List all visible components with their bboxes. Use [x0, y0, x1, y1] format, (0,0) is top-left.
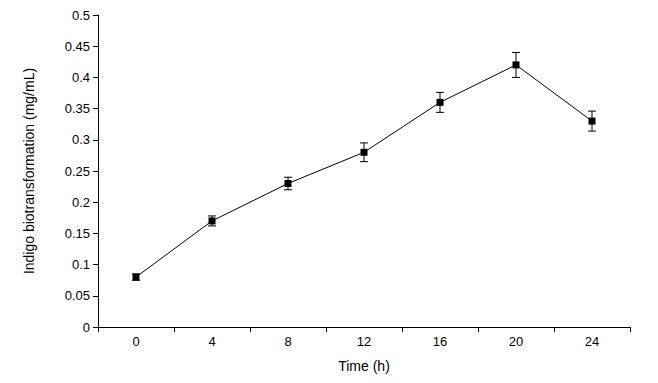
- svg-text:4: 4: [208, 334, 215, 349]
- svg-text:24: 24: [585, 334, 599, 349]
- svg-text:0.35: 0.35: [65, 101, 90, 116]
- svg-text:20: 20: [509, 334, 523, 349]
- svg-text:8: 8: [284, 334, 291, 349]
- svg-text:0.45: 0.45: [65, 39, 90, 54]
- svg-text:0.25: 0.25: [65, 164, 90, 179]
- svg-text:0: 0: [83, 320, 90, 335]
- svg-text:0.1: 0.1: [72, 257, 90, 272]
- svg-text:0.4: 0.4: [72, 70, 90, 85]
- svg-text:0: 0: [132, 334, 139, 349]
- svg-text:0.2: 0.2: [72, 195, 90, 210]
- svg-text:Time (h): Time (h): [338, 358, 390, 374]
- svg-text:0.15: 0.15: [65, 226, 90, 241]
- svg-text:0.05: 0.05: [65, 288, 90, 303]
- svg-text:Indigo biotransformation (mg/m: Indigo biotransformation (mg/mL): [21, 68, 37, 274]
- svg-text:12: 12: [357, 334, 371, 349]
- svg-text:16: 16: [433, 334, 447, 349]
- svg-text:0.3: 0.3: [72, 132, 90, 147]
- svg-text:0.5: 0.5: [72, 8, 90, 23]
